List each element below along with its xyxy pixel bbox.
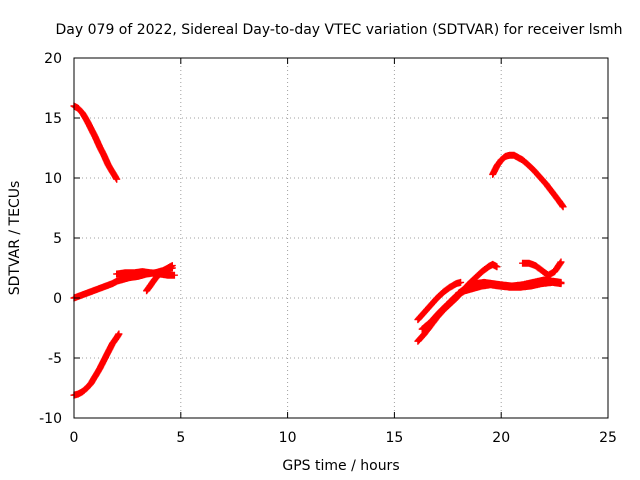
x-tick-label: 0 bbox=[70, 430, 79, 446]
y-tick-label: 15 bbox=[44, 111, 62, 127]
y-tick-label: 0 bbox=[53, 291, 62, 307]
y-tick-label: -10 bbox=[39, 411, 62, 427]
y-axis-label: SDTVAR / TECUs bbox=[7, 181, 23, 296]
x-tick-label: 5 bbox=[176, 430, 185, 446]
x-tick-label: 15 bbox=[385, 430, 403, 446]
series-arc-11 bbox=[489, 151, 567, 211]
grid-lines bbox=[74, 58, 608, 418]
y-tick-label: 20 bbox=[44, 51, 62, 67]
x-axis-label: GPS time / hours bbox=[282, 458, 399, 474]
series-markers bbox=[143, 262, 176, 295]
series-arc-4 bbox=[143, 262, 176, 295]
x-tick-label: 20 bbox=[492, 430, 510, 446]
series-markers bbox=[414, 278, 465, 324]
x-tick-label: 10 bbox=[279, 430, 297, 446]
series-arc-10 bbox=[519, 258, 565, 279]
x-tick-label: 25 bbox=[599, 430, 617, 446]
axis-ticks: 0 5 10 15 20 25 -10 -5 0 5 10 15 20 bbox=[39, 51, 617, 446]
series-arc-9 bbox=[455, 276, 565, 297]
series-markers bbox=[455, 276, 565, 297]
data-series bbox=[70, 102, 567, 399]
y-tick-label: 10 bbox=[44, 171, 62, 187]
series-markers bbox=[489, 151, 567, 211]
y-tick-label: 5 bbox=[53, 231, 62, 247]
chart-title: Day 079 of 2022, Sidereal Day-to-day VTE… bbox=[56, 22, 623, 38]
series-arc-7 bbox=[414, 278, 465, 324]
series-markers bbox=[519, 258, 565, 279]
y-tick-label: -5 bbox=[48, 351, 62, 367]
